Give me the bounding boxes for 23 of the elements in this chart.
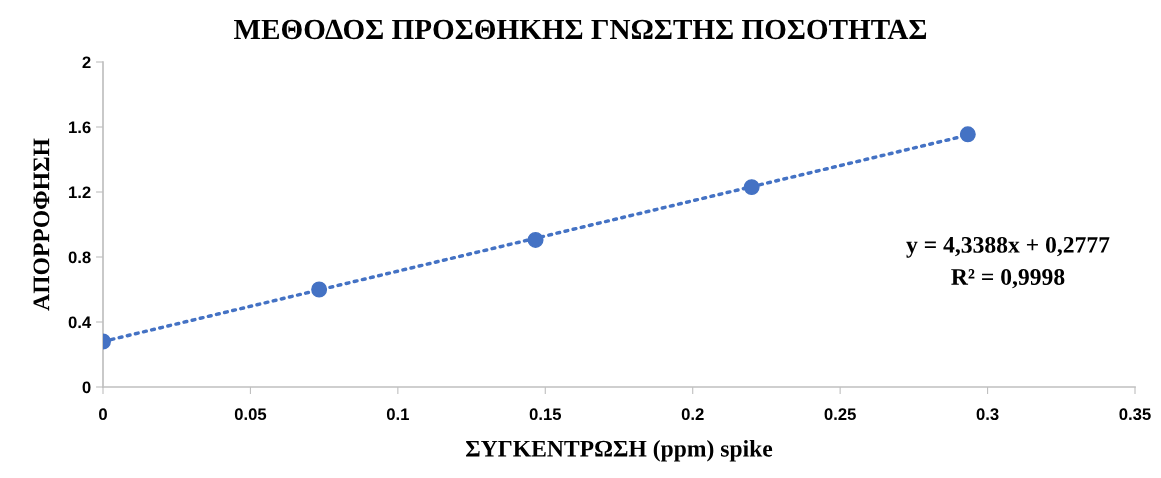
x-tick-label: 0.15	[529, 408, 562, 421]
y-tick-label: 0.4	[68, 316, 92, 329]
y-tick-label: 2	[82, 56, 91, 69]
annotation: R² = 0,9998	[951, 268, 1065, 289]
annotation: y = 4,3388x + 0,2777	[906, 236, 1110, 258]
x-tick-label: 0	[99, 408, 107, 421]
point	[959, 126, 976, 143]
point	[311, 281, 328, 298]
x-tick-label: 0.25	[824, 408, 856, 421]
x-axis-title: ΣΥΓΚΕΝΤΡΩΣΗ (ppm) spike	[466, 440, 773, 462]
x-tick-label: 0.2	[681, 408, 704, 421]
x-tick-label: 0.35	[1119, 408, 1151, 421]
y-tick-label: 1.2	[69, 186, 91, 199]
y-tick-label: 0.8	[68, 251, 91, 264]
x-tick-label: 0.05	[234, 408, 267, 421]
point	[743, 179, 760, 196]
chart-title: ΜΕΘΟΔΟΣ ΠΡΟΣΘΗΚΗΣ ΓΝΩΣΤΗΣ ΠΟΣΟΤΗΤΑΣ	[234, 19, 927, 40]
x-tick-label: 0.1	[386, 408, 409, 421]
y-tick-label: 0	[82, 381, 91, 394]
y-axis-title: ΑΠΟΡΡΟΦΗΣΗ	[33, 138, 50, 311]
point	[527, 231, 544, 248]
x-tick-label: 0.3	[976, 408, 999, 421]
y-tick-label: 1.6	[69, 121, 91, 134]
